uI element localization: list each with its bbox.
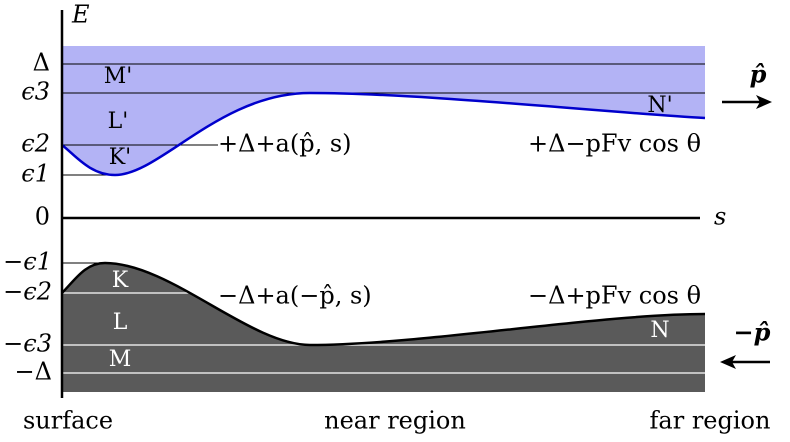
region-label: M [109,347,132,372]
region-label: M' [104,64,133,89]
level-labels: Δ ϵ3 ϵ2 ϵ1 0 −ϵ1 −ϵ2 −ϵ3 −Δ [3,49,52,386]
x-label: s [714,203,726,231]
region-label: K [112,268,129,293]
region-label: L' [108,109,129,134]
arrow-head [756,95,772,109]
upper-band [62,46,705,175]
expression: −Δ+pFv cos θ [528,282,701,310]
expression: +Δ+a(p̂, s) [218,130,352,158]
bottom-label: surface [23,407,113,435]
region-label: L [113,310,128,335]
region-label: N [650,318,669,343]
arrow-label: p̂ [750,60,767,89]
level-label: −ϵ1 [3,248,52,276]
level-label: ϵ1 [21,160,50,188]
expression: +Δ−pFv cos θ [528,130,701,158]
bottom-label: near region [324,407,466,435]
level-label: −ϵ2 [3,278,52,306]
level-label: 0 [35,203,50,231]
lower-curve [61,261,706,347]
lower-band [62,263,705,392]
level-label: −Δ [15,358,52,386]
level-label: ϵ3 [21,78,50,106]
bottom-label: far region [650,407,771,435]
level-label: −ϵ3 [3,330,52,358]
arrow-label: −p̂ [734,318,771,347]
region-label: K' [109,145,131,170]
expression: −Δ+a(−p̂, s) [218,282,372,310]
y-label: E [71,1,90,29]
level-label: ϵ2 [21,130,50,158]
arrow-head [720,355,736,369]
region-label: N' [647,93,672,118]
level-label: Δ [33,49,50,77]
upper-curve [61,91,706,177]
